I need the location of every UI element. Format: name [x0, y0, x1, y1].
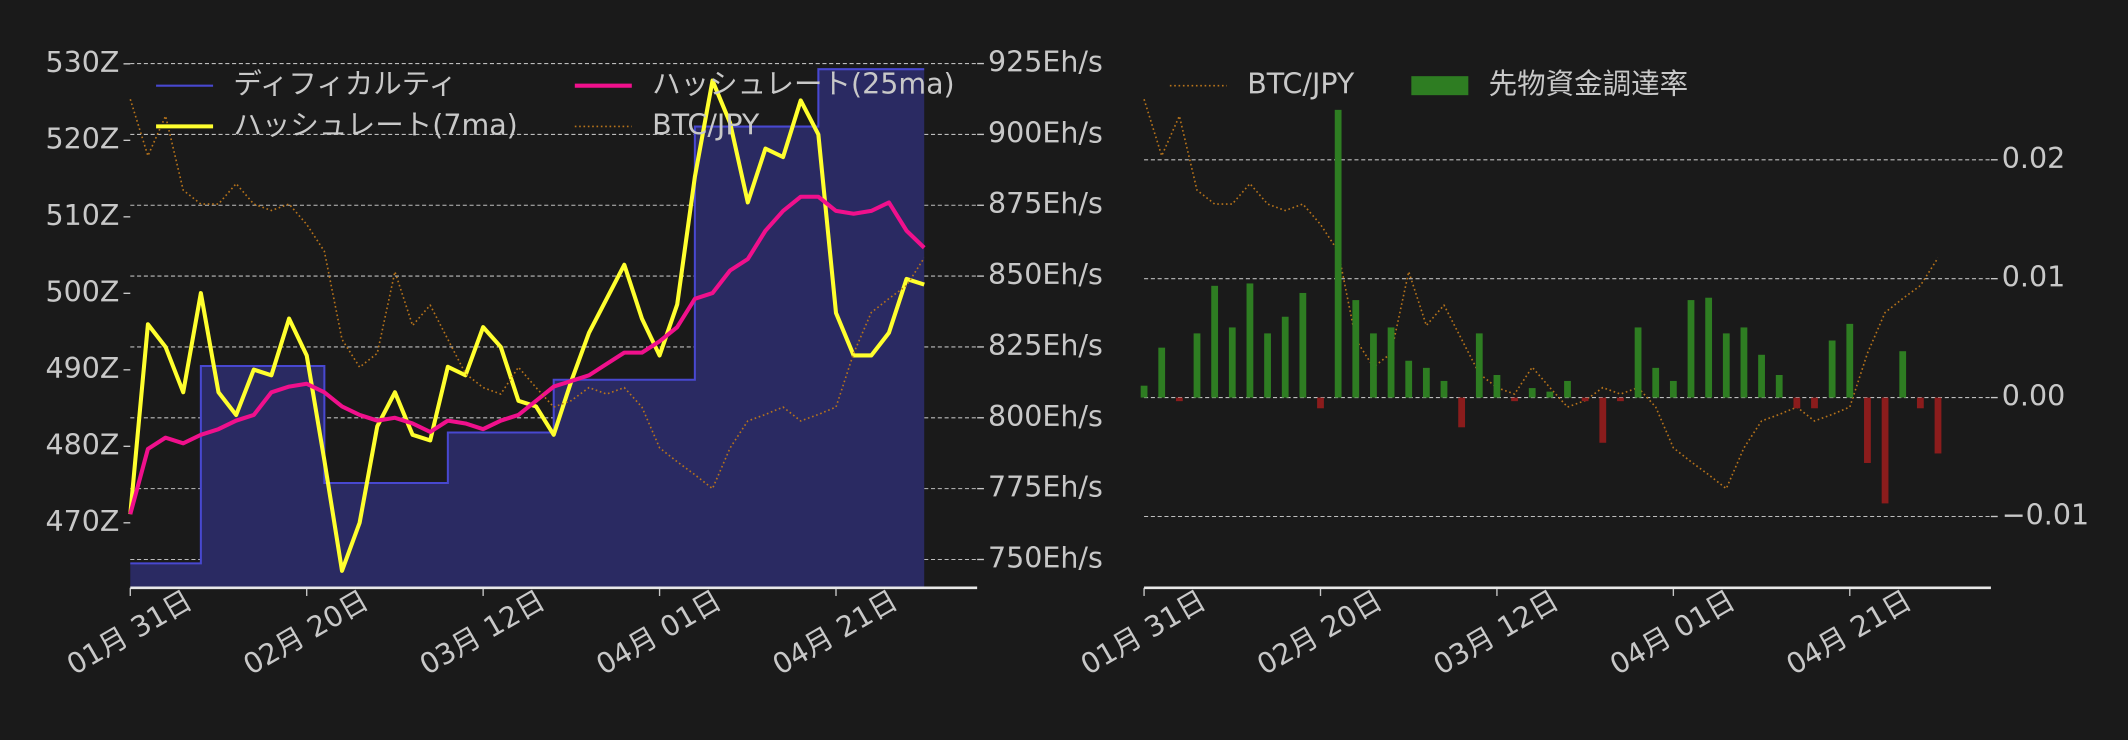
bar — [1634, 327, 1642, 398]
bar — [1916, 397, 1924, 409]
bar — [1705, 297, 1713, 398]
y2-tick-label: 925Eh/s — [988, 46, 1103, 79]
legend-label: BTC/JPY — [652, 108, 760, 141]
bar — [1828, 340, 1836, 398]
bar — [1740, 327, 1748, 398]
legend-label: ハッシュレート(7ma) — [233, 108, 517, 141]
legend-label: 先物資金調達率 — [1489, 68, 1688, 101]
y2-tick-label: 800Eh/s — [988, 400, 1103, 433]
dotted-line — [1143, 99, 1939, 490]
bar — [1422, 367, 1430, 398]
bar — [1387, 327, 1395, 398]
bar — [1175, 397, 1183, 402]
bar — [1617, 397, 1624, 402]
legend-label: ディフィカルティ — [233, 68, 457, 101]
y-tick-label: 470Z — [46, 505, 120, 538]
bar — [1246, 283, 1254, 398]
y2-tick-label: 0.00 — [2002, 380, 2065, 413]
y2-tick-label: 850Eh/s — [988, 258, 1103, 291]
y2-tick-label: −0.01 — [2002, 498, 2089, 531]
bar — [1775, 374, 1783, 398]
bar — [1140, 385, 1148, 398]
bar — [1722, 333, 1730, 398]
y2-tick-label: 775Eh/s — [988, 471, 1103, 504]
bar — [1440, 380, 1448, 398]
bar — [1528, 388, 1536, 398]
y-tick-label: 490Z — [46, 352, 120, 385]
y-tick-label: 510Z — [46, 199, 120, 232]
bar — [1811, 397, 1818, 409]
y-tick-label: 520Z — [46, 122, 120, 155]
bar — [1934, 397, 1942, 454]
bar — [1599, 397, 1607, 443]
bar — [1564, 380, 1571, 398]
bar — [1211, 285, 1219, 398]
bar — [1317, 397, 1324, 409]
legend-label: BTC/JPY — [1247, 68, 1355, 101]
bar — [1687, 300, 1695, 398]
bar — [1405, 360, 1413, 398]
bar — [1299, 292, 1307, 398]
bar — [1334, 109, 1342, 398]
y2-tick-label: 0.02 — [2002, 142, 2065, 175]
bar — [1158, 347, 1166, 398]
y-tick-label: 500Z — [46, 275, 120, 308]
bar — [1864, 397, 1871, 463]
y2-tick-label: 750Eh/s — [988, 541, 1103, 574]
bar — [1546, 391, 1554, 398]
bar — [1652, 367, 1660, 398]
bar — [1758, 354, 1765, 398]
legend-label: ハッシュレート(25ma) — [652, 68, 955, 101]
bar — [1581, 397, 1589, 402]
bar — [1881, 397, 1889, 504]
bar — [1511, 397, 1518, 402]
y-tick-label: 480Z — [46, 428, 120, 461]
bar — [1193, 333, 1201, 398]
dotted-line — [129, 99, 925, 490]
bar — [1281, 316, 1289, 398]
line — [128, 78, 925, 573]
bar — [1370, 333, 1377, 398]
legend: BTC/JPY 先物資金調達率 — [1169, 68, 1688, 101]
bar — [1846, 323, 1854, 398]
bar — [1458, 397, 1466, 428]
y2-tick-label: 0.01 — [2002, 261, 2065, 294]
line — [128, 194, 926, 515]
bar — [1264, 333, 1271, 398]
legend-swatch — [1411, 76, 1469, 96]
bar — [1228, 327, 1236, 398]
y-tick-label: 530Z — [46, 46, 120, 79]
bar — [1475, 333, 1483, 398]
y2-tick-label: 875Eh/s — [988, 187, 1103, 220]
bar — [1899, 351, 1907, 398]
bar — [1793, 397, 1801, 409]
bar — [1352, 300, 1360, 398]
bar — [1493, 374, 1501, 398]
y2-tick-label: 825Eh/s — [988, 329, 1103, 362]
bar — [1669, 380, 1677, 398]
y2-tick-label: 900Eh/s — [988, 116, 1103, 149]
